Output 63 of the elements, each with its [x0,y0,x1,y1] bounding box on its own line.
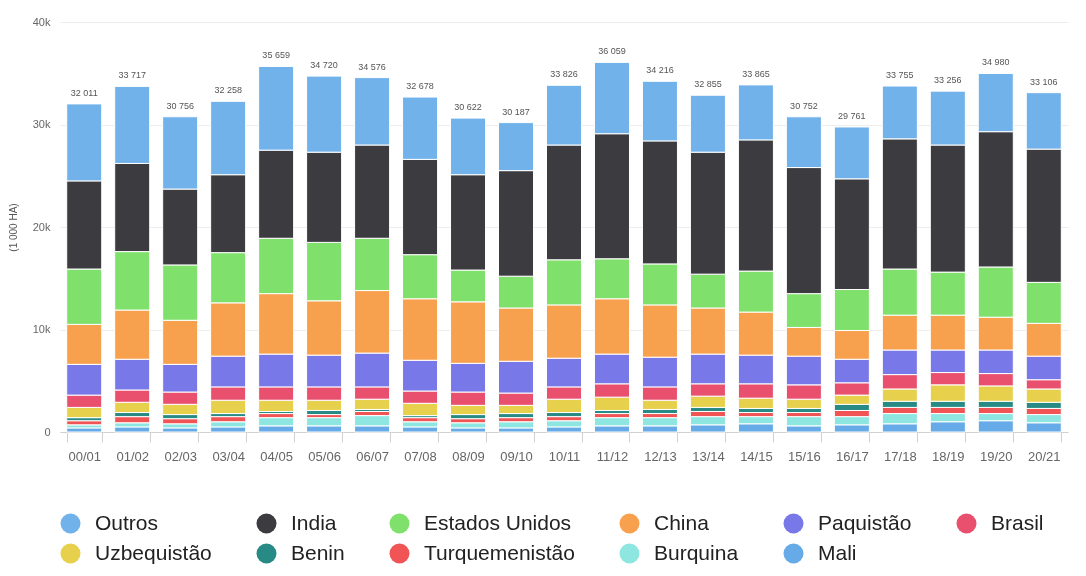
x-tick-label: 07/08 [404,448,437,464]
x-tick-label: 16/17 [836,448,869,464]
total-label: 30 622 [454,102,482,113]
x-tick-label: 06/07 [356,448,389,464]
total-label: 33 717 [118,70,146,81]
total-label: 36 059 [598,46,626,57]
y-axis-title: (1 000 HA) [7,203,19,252]
total-label: 30 187 [502,106,530,117]
y-tick-label: 40k [32,15,51,28]
legend-label: Brasil [991,510,1044,534]
x-tick-label: 05/06 [308,448,341,464]
x-tick-label: 09/10 [500,448,533,464]
bar [450,422,487,429]
y-tick-label: 20k [32,220,51,233]
total-label: 33 256 [934,75,962,86]
x-tick-label: 10/11 [548,448,581,464]
x-tick-label: 13/14 [692,448,725,464]
total-label: 34 216 [646,65,674,76]
x-tick-label: 14/15 [740,448,773,464]
x-tick-label: 01/02 [116,448,149,464]
total-label: 33 826 [550,69,578,80]
total-label: 33 865 [742,68,770,79]
total-label: 35 659 [262,50,290,61]
x-tick-label: 19/20 [980,448,1013,464]
total-label: 33 755 [886,70,914,81]
legend-label: Turquemenistão [424,540,575,564]
total-label: 32 258 [214,85,242,96]
total-label: 34 720 [310,60,338,71]
total-label: 30 756 [166,100,194,111]
legend-label: Outros [95,510,159,534]
y-tick-label: 10k [32,323,51,335]
total-label: 32 855 [694,79,722,90]
legend-label: Benin [291,540,345,564]
legend-label: China [654,510,710,534]
y-tick-label: 30k [32,118,51,130]
total-label: 34 980 [982,57,1010,68]
x-tick-label: 02/03 [164,448,197,464]
legend-label: Uzbequistão [95,540,212,564]
total-label: 30 752 [790,100,818,111]
legend-label: Paquistão [818,510,912,534]
x-tick-label: 20/21 [1028,448,1061,464]
x-tick-label: 15/16 [788,448,821,464]
y-tick-label: 0 [44,425,51,438]
total-label: 32 678 [406,81,434,92]
total-label: 32 011 [70,87,98,98]
x-tick-label: 00/01 [68,448,101,464]
x-tick-label: 11/12 [596,448,629,464]
x-tick-label: 17/18 [884,448,917,464]
total-label: 34 576 [358,61,386,72]
bar [498,421,535,429]
legend-label: Estados Unidos [424,510,572,534]
x-tick-label: 04/05 [260,448,293,464]
total-label: 29 761 [838,110,866,121]
bar [66,424,103,429]
legend-label: Burquina [654,540,739,564]
legend-label: India [291,510,337,534]
legend-label: Mali [818,540,857,564]
bar [162,423,199,429]
x-tick-label: 12/13 [644,448,677,464]
x-tick-label: 03/04 [212,448,245,464]
x-tick-label: 18/19 [932,448,965,464]
x-tick-label: 08/09 [452,448,485,464]
total-label: 33 106 [1030,76,1058,87]
